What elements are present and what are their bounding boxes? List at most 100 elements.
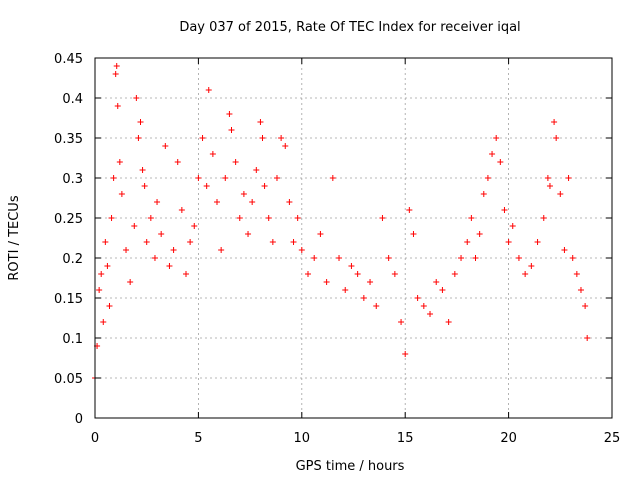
x-tick-label: 0 [91, 431, 99, 446]
y-tick-label: 0.35 [54, 132, 83, 147]
data-point [294, 215, 301, 221]
data-point [228, 127, 235, 133]
data-point [379, 215, 386, 221]
data-point [158, 231, 165, 237]
data-point [439, 287, 446, 293]
data-point [170, 247, 177, 253]
data-point [236, 215, 243, 221]
data-point [385, 255, 392, 261]
data-point [108, 215, 115, 221]
data-point [114, 103, 121, 109]
data-point [214, 199, 221, 205]
data-point [139, 167, 146, 173]
data-point [286, 199, 293, 205]
data-point [249, 199, 256, 205]
data-point [489, 151, 496, 157]
data-point [420, 303, 427, 309]
data-point [106, 303, 113, 309]
data-point [433, 279, 440, 285]
data-point [199, 135, 206, 141]
data-point [515, 255, 522, 261]
y-tick-labels: 0 0.05 0.1 0.15 0.2 0.25 0.3 0.35 0.4 0.45 [54, 52, 83, 427]
data-point [187, 239, 194, 245]
data-point [269, 239, 276, 245]
data-point [102, 239, 109, 245]
data-point [373, 303, 380, 309]
data-point [166, 263, 173, 269]
data-point [336, 255, 343, 261]
data-point [561, 247, 568, 253]
data-point [391, 271, 398, 277]
data-point [191, 223, 198, 229]
data-point [348, 263, 355, 269]
data-point [151, 255, 158, 261]
x-tick-label: 20 [500, 431, 517, 446]
data-point [367, 279, 374, 285]
y-tick-label: 0 [75, 412, 83, 427]
data-point [445, 319, 452, 325]
data-point [257, 119, 264, 125]
data-point [451, 271, 458, 277]
x-tick-label: 25 [604, 431, 621, 446]
data-point [205, 87, 212, 93]
data-point [551, 119, 558, 125]
data-point [402, 351, 409, 357]
data-point [298, 247, 305, 253]
data-point [98, 271, 105, 277]
y-tick-label: 0.05 [54, 372, 83, 387]
data-point [501, 207, 508, 213]
data-point [182, 271, 189, 277]
data-points [92, 63, 591, 381]
x-tick-labels: 0 5 10 15 20 25 [91, 431, 620, 446]
data-point [253, 167, 260, 173]
data-point [329, 175, 336, 181]
data-point [259, 135, 266, 141]
data-point [290, 239, 297, 245]
data-point [147, 215, 154, 221]
data-point [505, 239, 512, 245]
chart-title: Day 037 of 2015, Rate Of TEC Index for r… [179, 20, 520, 35]
data-point [261, 183, 268, 189]
data-point [245, 231, 252, 237]
data-point [472, 255, 479, 261]
data-point [480, 191, 487, 197]
data-point [278, 135, 285, 141]
data-point [226, 111, 233, 117]
x-tick-label: 10 [294, 431, 311, 446]
data-point [195, 175, 202, 181]
data-point [135, 135, 142, 141]
y-tick-label: 0.2 [62, 252, 83, 267]
data-point [203, 183, 210, 189]
data-point [104, 263, 111, 269]
data-point [458, 255, 465, 261]
data-point [110, 175, 117, 181]
data-point [265, 215, 272, 221]
data-point [569, 255, 576, 261]
y-tick-label: 0.15 [54, 292, 83, 307]
data-point [584, 335, 591, 341]
data-point [468, 215, 475, 221]
data-point [534, 239, 541, 245]
data-point [398, 319, 405, 325]
data-point [113, 63, 120, 69]
data-point [232, 159, 239, 165]
axis-ticks [94, 57, 613, 419]
data-point [544, 175, 551, 181]
data-point [311, 255, 318, 261]
data-point [162, 143, 169, 149]
data-point [154, 199, 161, 205]
grid [95, 58, 612, 418]
data-point [553, 135, 560, 141]
x-tick-label: 5 [194, 431, 202, 446]
data-point [476, 231, 483, 237]
data-point [528, 263, 535, 269]
data-point [96, 287, 103, 293]
data-point [273, 175, 280, 181]
data-point [565, 175, 572, 181]
data-point [582, 303, 589, 309]
data-point [118, 191, 125, 197]
data-point [540, 215, 547, 221]
data-point [116, 159, 123, 165]
data-point [127, 279, 134, 285]
data-point [557, 191, 564, 197]
